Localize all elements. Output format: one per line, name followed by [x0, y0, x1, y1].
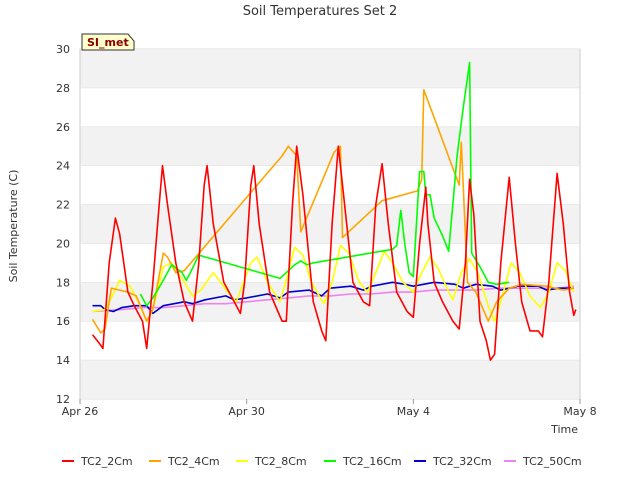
y-tick-label: 24 — [56, 160, 70, 173]
y-tick-label: 30 — [56, 43, 70, 56]
y-axis-label: Soil Temperature (C) — [7, 170, 20, 283]
site-badge-label: SI_met — [87, 36, 129, 49]
y-axis-ticks: 12 14 16 18 20 22 24 26 28 30 — [56, 43, 70, 406]
y-tick-label: 14 — [56, 354, 70, 367]
y-tick-label: 12 — [56, 393, 70, 406]
grid-band — [80, 360, 580, 399]
site-badge: SI_met — [81, 33, 135, 51]
x-tick-label: Apr 26 — [62, 405, 99, 418]
legend-label: TC2_8Cm — [254, 455, 307, 468]
x-axis-label: Time — [550, 423, 578, 436]
legend-label: TC2_4Cm — [167, 455, 220, 468]
y-tick-label: 22 — [56, 199, 70, 212]
x-tick-label: May 4 — [397, 405, 430, 418]
legend: TC2_2Cm TC2_4Cm TC2_8Cm TC2_16Cm TC2_32Cm TC2… — [62, 455, 582, 468]
series-lines — [91, 61, 577, 361]
y-tick-label: 20 — [56, 237, 70, 250]
x-tick-label: Apr 30 — [228, 405, 265, 418]
chart-title: Soil Temperatures Set 2 — [243, 4, 398, 19]
y-tick-label: 26 — [56, 121, 70, 134]
y-tick-label: 18 — [56, 276, 70, 289]
legend-label: TC2_16Cm — [342, 455, 402, 468]
series-line-tc2-50cm — [92, 285, 574, 313]
grid-band — [80, 204, 580, 244]
series-line-tc2-32cm — [92, 281, 574, 315]
legend-label: TC2_2Cm — [80, 455, 133, 468]
grid-band — [80, 126, 580, 166]
plot-background — [79, 48, 581, 400]
x-axis-ticks: Apr 26 Apr 30 May 4 May 8 — [62, 399, 597, 418]
site-badge-box — [81, 33, 135, 51]
x-tick-label: May 8 — [563, 405, 596, 418]
series-line-tc2-4cm — [91, 89, 574, 334]
legend-label: TC2_50Cm — [522, 455, 582, 468]
grid-band — [80, 49, 580, 88]
legend-label: TC2_32Cm — [432, 455, 492, 468]
y-tick-label: 28 — [56, 82, 70, 95]
series-line-tc2-16cm — [139, 61, 510, 307]
y-tick-label: 16 — [56, 315, 70, 328]
series-line-tc2-2cm — [91, 145, 577, 361]
